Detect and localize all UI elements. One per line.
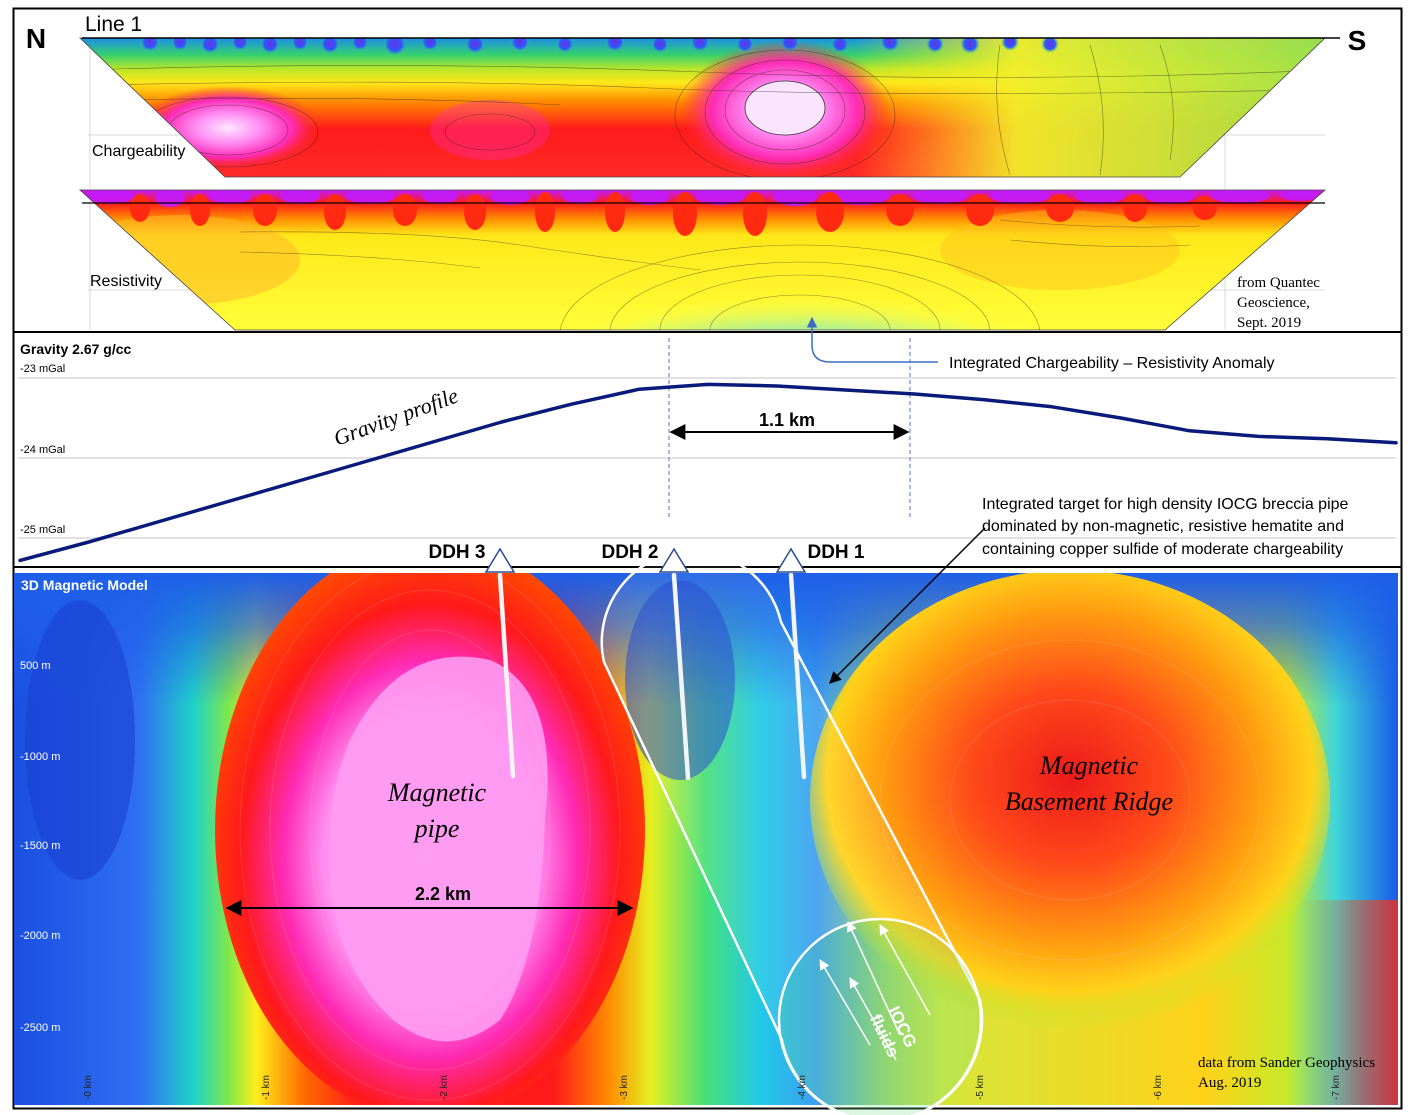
target-note-line-3: containing copper sulfide of moderate ch…: [982, 541, 1343, 558]
breccia-pipe-target: IOCG fluids: [600, 550, 984, 1115]
km-label: -0 km: [83, 1075, 94, 1100]
sander-source-line-2: Aug. 2019: [1198, 1075, 1261, 1091]
ddh2-collar-icon: [658, 547, 690, 573]
km-label: -3 km: [619, 1075, 630, 1100]
magnetic-model-title: 3D Magnetic Model: [21, 577, 148, 593]
ddh3-trace: [497, 572, 516, 779]
gravity-gridlines: [18, 377, 1396, 539]
ddh2-label: DDH 2: [601, 542, 658, 563]
quantec-source-line-3: Sept. 2019: [1237, 315, 1301, 331]
depth-label: -2500 m: [20, 1022, 60, 1034]
chargeability-label: Chargeability: [92, 143, 185, 160]
km-label: -6 km: [1153, 1075, 1164, 1100]
iocg-fluid-arrows: [819, 921, 931, 1061]
drillhole-collars: DDH 3 DDH 2 DDH 1: [428, 542, 865, 573]
line-label: Line 1: [85, 13, 142, 36]
gravity-tick-labels: -23 mGal -24 mGal -25 mGal: [20, 363, 65, 536]
ddh1-collar-icon: [775, 547, 807, 573]
figure-frame: [12, 7, 1403, 1110]
km-labels: -0 km -1 km -2 km -3 km -4 km -5 km -6 k…: [83, 1075, 1342, 1100]
target-note: Integrated target for high density IOCG …: [982, 496, 1349, 558]
km-label: -1 km: [261, 1075, 272, 1100]
north-label: N: [26, 23, 46, 54]
pipe-width-label: 2.2 km: [415, 884, 471, 904]
south-label: S: [1348, 25, 1367, 56]
anomaly-label: Integrated Chargeability – Resistivity A…: [949, 355, 1275, 372]
chargeability-section: [80, 38, 1325, 177]
depth-label: -1000 m: [20, 751, 60, 763]
magnetic-model-panel: IOCG fluids DDH 3 DDH 2 DDH 1 3D Magneti…: [14, 527, 1398, 1115]
anomaly-callout-arrow: [806, 316, 938, 363]
sander-source: data from Sander Geophysics Aug. 2019: [1198, 1055, 1375, 1091]
magnetic-model-image: [14, 573, 1398, 1105]
ddh3-label: DDH 3: [428, 542, 485, 563]
basement-ridge-label-line-1: Magnetic: [1039, 751, 1139, 780]
gravity-profile-line: [18, 382, 1398, 563]
basement-ridge-label-line-2: Basement Ridge: [1005, 787, 1173, 816]
magnetic-pipe-label-line-1: Magnetic: [387, 778, 487, 807]
anomaly-guides: [668, 338, 911, 520]
ddh1-trace: [788, 572, 807, 780]
ddh1-label: DDH 1: [807, 542, 864, 563]
target-note-line-2: dominated by non-magnetic, resistive hem…: [982, 518, 1344, 535]
quantec-source: from Quantec Geoscience, Sept. 2019: [1237, 275, 1320, 331]
depth-label: 500 m: [20, 660, 51, 672]
ip-sections-panel: N S Line 1 Chargeability Resistivity fro…: [26, 10, 1367, 331]
km-label: -4 km: [797, 1075, 808, 1100]
km-label: -7 km: [1331, 1075, 1342, 1100]
km-label: -2 km: [439, 1075, 450, 1100]
km-label: -5 km: [975, 1075, 986, 1100]
magnetic-pipe-label: Magnetic pipe: [387, 778, 487, 843]
resistivity-section: [80, 190, 1325, 330]
target-note-arrow: [829, 527, 986, 684]
sander-source-line-1: data from Sander Geophysics: [1198, 1055, 1375, 1071]
quantec-source-line-1: from Quantec: [1237, 275, 1320, 291]
gravity-title: Gravity 2.67 g/cc: [20, 341, 132, 357]
gravity-tick-label: -25 mGal: [20, 524, 65, 536]
basement-ridge-label: Magnetic Basement Ridge: [1005, 751, 1173, 816]
depth-labels: 500 m -1000 m -1500 m -2000 m -2500 m: [20, 660, 60, 1034]
gravity-panel: Gravity 2.67 g/cc -23 mGal -24 mGal -25 …: [18, 316, 1398, 563]
magnetic-pipe-label-line-2: pipe: [413, 814, 460, 843]
drill-traces: [497, 572, 807, 781]
depth-label: -1500 m: [20, 840, 60, 852]
quantec-source-line-2: Geoscience,: [1237, 295, 1310, 311]
iocg-fluids-circle: [777, 917, 983, 1115]
resistivity-label: Resistivity: [90, 273, 162, 290]
target-note-line-1: Integrated target for high density IOCG …: [982, 496, 1349, 513]
gravity-tick-label: -24 mGal: [20, 444, 65, 456]
ddh2-trace: [671, 572, 691, 781]
anomaly-width-label: 1.1 km: [759, 410, 815, 430]
depth-label: -2000 m: [20, 930, 60, 942]
ddh3-collar-icon: [484, 547, 516, 573]
gravity-tick-label: -23 mGal: [20, 363, 65, 375]
